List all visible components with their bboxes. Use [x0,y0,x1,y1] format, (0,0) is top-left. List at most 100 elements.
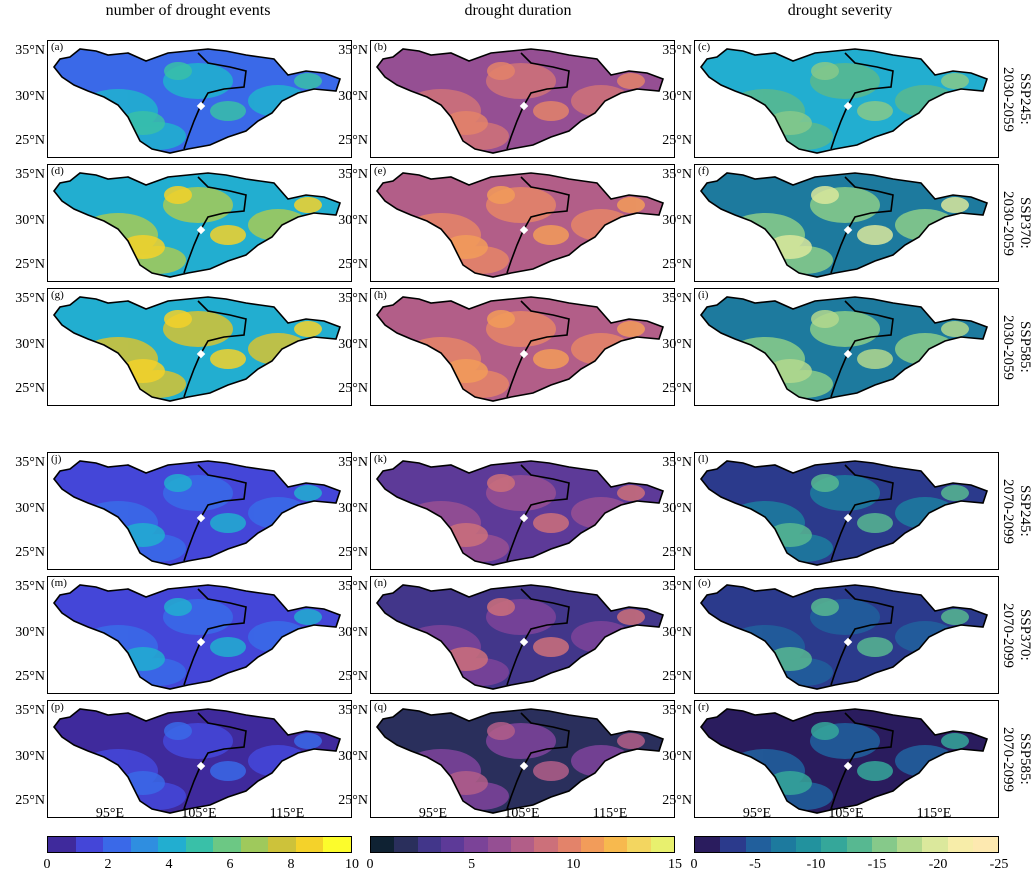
colorbar-severity [694,836,999,853]
panel-label: (r) [698,701,709,713]
colorbar-swatch [947,837,973,852]
lat-tick-label: 25°N [15,257,45,272]
colorbar-tick-label: 10 [345,857,359,872]
colorbar-swatch [720,837,746,852]
map-frame [47,700,352,818]
lat-tick-label: 25°N [662,669,692,684]
map-frame [47,164,352,282]
lat-tick-label: 25°N [15,133,45,148]
colorbar-tick-label: 5 [468,857,476,872]
colorbar-tick-label: 15 [668,857,682,872]
panel-label: (e) [374,165,387,177]
lat-tick-label: 30°N [662,501,692,516]
colorbar-tick-label: 2 [104,857,112,872]
panel-label: (n) [374,577,387,589]
basin-map [375,708,665,814]
lat-tick-label: 25°N [338,133,368,148]
basin-map [375,48,665,154]
lon-tick-label: 115°E [269,806,305,821]
colorbar-swatch [627,837,651,852]
lat-tick-label: 30°N [662,89,692,104]
basin-map [375,584,665,690]
colorbar-tick-label: -10 [806,857,826,872]
panel-label: (b) [374,41,387,53]
lon-tick-label: 105°E [504,806,540,821]
lat-tick-label: 30°N [15,89,45,104]
colorbar-swatch [846,837,872,852]
lat-tick-label: 35°N [338,167,368,182]
lat-tick-label: 30°N [15,625,45,640]
basin-map [52,584,342,690]
lat-tick-label: 35°N [338,43,368,58]
colorbar-events [47,836,352,853]
map-frame [694,164,999,282]
colorbar-tick-label: -5 [749,857,761,872]
lat-tick-label: 30°N [338,337,368,352]
lat-tick-label: 30°N [662,213,692,228]
lat-tick-label: 35°N [662,455,692,470]
column-title-severity: drought severity [787,2,893,19]
lat-tick-label: 35°N [338,703,368,718]
map-frame [47,576,352,694]
colorbar-swatch [103,837,131,852]
map-panel: (n) [370,576,675,694]
map-frame [694,576,999,694]
colorbar-swatch [650,837,675,852]
lat-tick-label: 25°N [15,381,45,396]
basin-map [52,708,342,814]
lat-tick-label: 30°N [15,749,45,764]
colorbar-swatch [75,837,104,852]
map-panel: (j) [47,452,352,570]
lat-tick-label: 25°N [662,545,692,560]
panel-label: (c) [698,41,711,53]
lat-tick-label: 35°N [662,167,692,182]
panel-label: (j) [51,453,62,465]
colorbar-swatch [185,837,214,852]
lat-tick-label: 25°N [662,133,692,148]
basin-map [52,460,342,566]
map-panel: (f) [694,164,999,282]
column-title-events: number of drought events [105,2,271,19]
panel-label: (a) [51,41,64,53]
lat-tick-label: 35°N [338,455,368,470]
basin-map [52,172,342,278]
panel-label: (f) [698,165,709,177]
lat-tick-label: 35°N [662,291,692,306]
map-frame [694,452,999,570]
colorbar-swatch [557,837,581,852]
panel-label: (q) [374,701,387,713]
colorbar-swatch [394,837,418,852]
colorbar-swatch [745,837,771,852]
colorbar-swatch [240,837,269,852]
colorbar-duration [370,836,675,853]
lat-tick-label: 25°N [15,793,45,808]
panel-label: (o) [698,577,711,589]
lon-tick-label: 95°E [418,806,448,821]
lat-tick-label: 35°N [15,703,45,718]
colorbar-swatch [323,837,352,852]
map-frame [694,700,999,818]
colorbar-swatch [440,837,465,852]
lat-tick-label: 35°N [338,291,368,306]
lat-tick-label: 30°N [338,89,368,104]
colorbar-swatch [417,837,441,852]
lat-tick-label: 35°N [15,167,45,182]
lon-tick-label: 95°E [742,806,772,821]
map-panel: (e) [370,164,675,282]
lat-tick-label: 30°N [15,337,45,352]
lat-tick-label: 25°N [338,545,368,560]
lat-tick-label: 30°N [338,213,368,228]
lat-tick-label: 30°N [338,625,368,640]
basin-map [699,584,989,690]
colorbar-swatch [770,837,796,852]
basin-map [52,296,342,402]
basin-map [375,460,665,566]
panel-label: (l) [698,453,709,465]
map-panel: (i) [694,288,999,406]
map-panel: (b) [370,40,675,158]
row-label: SSP245: 2030-2059 [1000,66,1033,132]
panel-label: (d) [51,165,64,177]
panel-label: (k) [374,453,387,465]
colorbar-swatch [871,837,897,852]
map-frame [370,452,675,570]
